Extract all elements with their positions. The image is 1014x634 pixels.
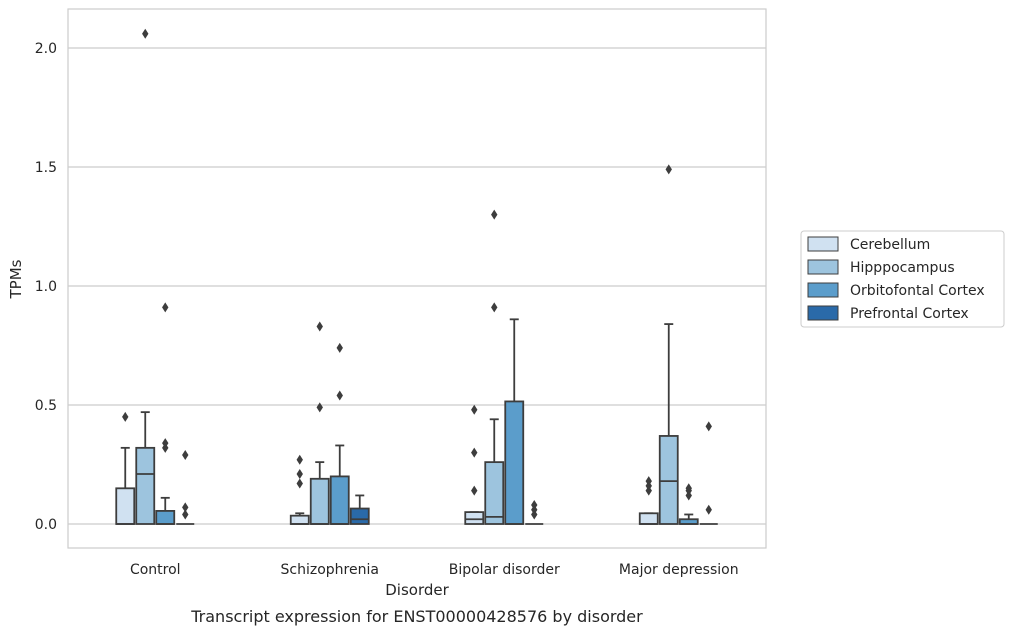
box [309, 477, 330, 525]
box-plot [155, 302, 176, 525]
outlier-point [336, 342, 343, 353]
box-plot [289, 454, 310, 525]
x-tick-labels: Control Schizophrenia Bipolar disorder Majo… [130, 562, 739, 578]
series-hipppocampus [135, 28, 679, 525]
outlier-point [491, 302, 498, 313]
box-plot [484, 209, 505, 525]
outlier-point [471, 404, 478, 415]
outlier-point [531, 499, 538, 510]
box-plot [309, 321, 330, 525]
box-plot [115, 411, 136, 525]
box [135, 446, 156, 525]
box-plot [678, 483, 699, 525]
box-plot [638, 476, 659, 525]
outlier-point [162, 302, 169, 313]
outlier-point [182, 449, 189, 460]
series-prefrontal-cortex [176, 421, 718, 525]
box-series [115, 28, 718, 525]
outlier-point [122, 411, 129, 422]
series-cerebellum [115, 404, 659, 525]
box-plot [176, 449, 195, 525]
x-tick-label: Bipolar disorder [449, 562, 560, 578]
legend-swatch [807, 305, 839, 321]
outlier-point [471, 485, 478, 496]
box [504, 400, 525, 525]
y-tick-label: 1.5 [35, 160, 57, 176]
outlier-point [316, 402, 323, 413]
outlier-point [182, 502, 189, 513]
box-plot [525, 499, 544, 525]
box [484, 461, 505, 525]
box [658, 435, 679, 525]
legend-swatch [807, 259, 839, 275]
y-tick-label: 2.0 [35, 41, 57, 57]
legend-label: Prefrontal Cortex [850, 306, 969, 322]
outlier-point [665, 164, 672, 175]
box [464, 511, 485, 525]
outlier-point [336, 390, 343, 401]
legend-item: Cerebellum [807, 236, 930, 253]
box-plot [504, 318, 525, 525]
legend-item: Hipppocampus [807, 259, 955, 276]
legend-frame [800, 230, 1005, 328]
box-plot [464, 404, 485, 525]
legend-item: Orbitofontal Cortex [807, 282, 985, 299]
outlier-point [162, 438, 169, 449]
outlier-point [182, 509, 189, 520]
outlier-point [645, 476, 652, 487]
y-tick-labels: 0.0 0.5 1.0 1.5 2.0 [35, 41, 57, 533]
outlier-point [296, 478, 303, 489]
box-plot [349, 494, 370, 525]
x-axis-label: Disorder [385, 581, 449, 599]
box-plot [135, 28, 156, 525]
box [638, 512, 659, 525]
legend-label: Orbitofontal Cortex [850, 283, 985, 299]
box-plot [699, 421, 718, 525]
y-tick-label: 1.0 [35, 279, 57, 295]
x-tick-label: Major depression [619, 562, 739, 578]
box [349, 507, 370, 525]
box [289, 514, 310, 525]
box-plot [329, 342, 350, 525]
chart-caption: Transcript expression for ENST0000042857… [190, 607, 643, 626]
box [155, 510, 176, 525]
legend-swatch [807, 282, 839, 298]
plot-frame [67, 8, 767, 549]
outlier-point [705, 504, 712, 515]
box [329, 475, 350, 525]
legend-swatch [807, 236, 839, 252]
legend-label: Hipppocampus [850, 260, 955, 276]
y-tick-label: 0.0 [35, 517, 57, 533]
outlier-point [296, 469, 303, 480]
outlier-point [142, 28, 149, 39]
legend-label: Cerebellum [850, 237, 930, 253]
outlier-point [471, 447, 478, 458]
y-axis-label: TPMs [7, 259, 25, 299]
series-orbitofontal-cortex [155, 302, 699, 525]
box [115, 487, 136, 525]
x-tick-label: Control [130, 562, 181, 578]
outlier-point [316, 321, 323, 332]
outlier-point [685, 483, 692, 494]
outlier-point [705, 421, 712, 432]
box-plot [658, 164, 679, 525]
y-tick-label: 0.5 [35, 398, 57, 414]
legend-item: Prefrontal Cortex [807, 305, 969, 322]
legend: Cerebellum Hipppocampus Orbitofontal Corte… [800, 230, 1005, 328]
outlier-point [491, 209, 498, 220]
outlier-point [296, 454, 303, 465]
x-tick-label: Schizophrenia [281, 562, 379, 578]
